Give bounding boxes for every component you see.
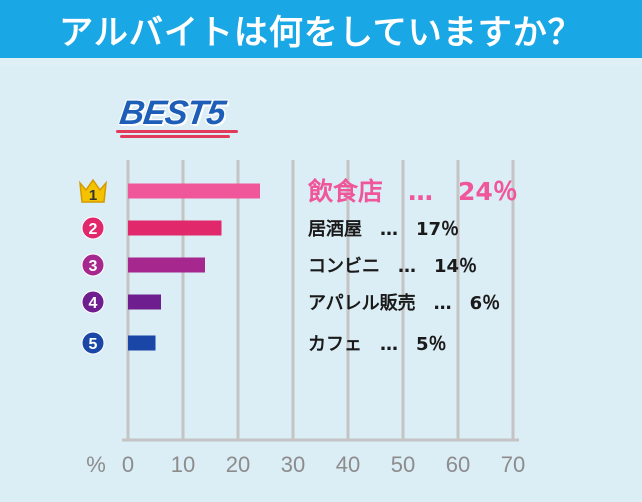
x-tick-label: 20 (226, 452, 250, 477)
bar (128, 257, 205, 273)
header-bar: アルバイトは何をしていますか？ (0, 0, 642, 58)
data-label: アパレル販売 … 6％ (308, 292, 500, 314)
rank-circle (81, 216, 105, 240)
rank-number: 3 (89, 258, 98, 275)
bar (128, 335, 156, 351)
x-tick-label: 10 (171, 452, 195, 477)
rank-circle (81, 290, 105, 314)
rank-number: 2 (89, 221, 98, 238)
data-label: コンビニ … 14％ (308, 256, 477, 277)
chart-panel (0, 66, 642, 502)
rank-number: 1 (89, 187, 97, 204)
data-label: カフェ … 5％ (308, 334, 447, 355)
rank-number: 4 (89, 295, 98, 312)
x-axis-unit: % (86, 452, 106, 477)
x-tick-label: 0 (122, 452, 134, 477)
rank-circle (81, 331, 105, 355)
x-tick-label: 60 (446, 452, 470, 477)
bar (128, 183, 260, 199)
x-tick-label: 50 (391, 452, 415, 477)
rank-circle (81, 253, 105, 277)
x-tick-label: 70 (501, 452, 525, 477)
x-tick-label: 40 (336, 452, 360, 477)
data-label: 居酒屋 … 17％ (308, 218, 459, 240)
x-tick-label: 30 (281, 452, 305, 477)
data-label: 飲食店 … 24％ (307, 177, 518, 206)
page-title: アルバイトは何をしていますか？ (59, 12, 583, 53)
crown-icon (79, 178, 107, 203)
bar (128, 294, 161, 310)
badge-underline-2 (120, 135, 230, 138)
badge-underline (116, 130, 238, 133)
bar (128, 220, 222, 236)
rank-number: 5 (89, 336, 98, 353)
